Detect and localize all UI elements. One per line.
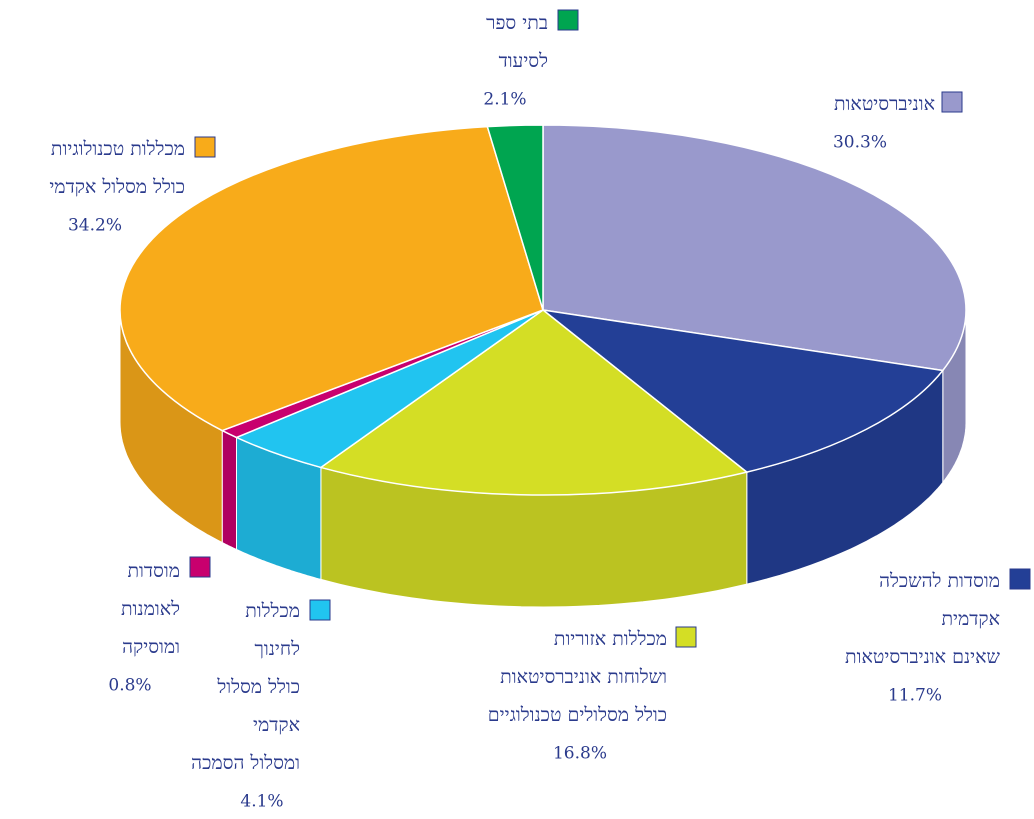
value-label: 16.8% bbox=[553, 744, 607, 764]
slice-label: מוסדות להשכלה bbox=[879, 570, 1000, 592]
pie-slice bbox=[319, 309, 749, 496]
slice-label: לסיעוד bbox=[499, 50, 548, 72]
pie-slice bbox=[540, 308, 945, 473]
slice-label: מכללות אזוריות bbox=[554, 628, 667, 650]
pie-side bbox=[221, 429, 237, 551]
legend-swatch bbox=[309, 599, 331, 621]
slice-label: אוניברסיטאות bbox=[834, 93, 935, 115]
legend-swatch bbox=[194, 136, 216, 158]
slice-label: אקדמית bbox=[941, 608, 1000, 630]
pie-slice bbox=[486, 124, 544, 311]
pie-slice bbox=[119, 125, 544, 432]
pie-slice bbox=[542, 124, 967, 372]
slice-label: כולל מסלול bbox=[216, 676, 300, 698]
slice-label: לאומנות bbox=[121, 598, 180, 620]
slice-label: ומסלול הסמכה bbox=[191, 752, 300, 774]
value-label: 30.3% bbox=[833, 133, 887, 153]
slice-label: מוסדות bbox=[127, 560, 180, 582]
slice-label: ושלוחות אוניברסיטאות bbox=[500, 666, 667, 688]
slice-label: לחינוך bbox=[255, 638, 301, 660]
slice-label: כולל מסלול אקדמי bbox=[49, 176, 185, 198]
slice-label: מכללות bbox=[245, 600, 300, 622]
slice-label: בתי ספר bbox=[486, 12, 548, 34]
legend-swatch bbox=[557, 9, 579, 31]
legend-swatch bbox=[1009, 568, 1031, 590]
value-label: 34.2% bbox=[68, 216, 122, 236]
slice-label: שאינם אוניברסיטאות bbox=[845, 646, 1000, 668]
slice-label: אקדמי bbox=[253, 714, 300, 736]
value-label: 0.8% bbox=[108, 676, 151, 696]
slice-label: כולל מסלולים טכנולוגיים bbox=[488, 704, 667, 726]
slice-label: מכללות טכנולוגיות bbox=[51, 138, 185, 160]
value-label: 11.7% bbox=[888, 686, 942, 706]
value-label: 4.1% bbox=[240, 792, 283, 812]
value-label: 2.1% bbox=[483, 90, 526, 110]
legend-swatch bbox=[189, 556, 211, 578]
slice-label: ומוסיקה bbox=[122, 636, 180, 658]
legend-swatch bbox=[941, 91, 963, 113]
legend-swatch bbox=[675, 626, 697, 648]
